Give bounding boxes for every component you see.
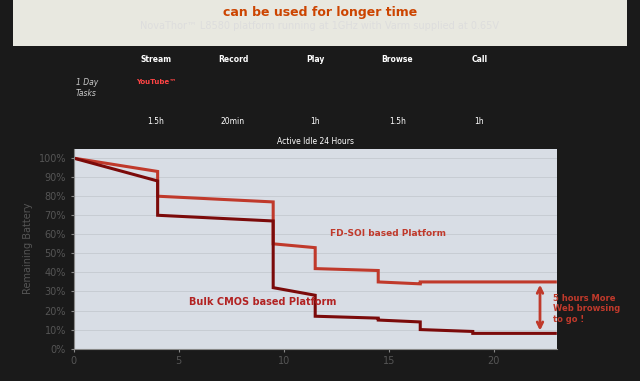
Text: Bulk CMOS based Platform: Bulk CMOS based Platform [189,297,337,307]
Text: Play: Play [306,55,324,64]
Text: 5 hours More
Web browsing
to go !: 5 hours More Web browsing to go ! [552,294,620,323]
Text: 20min: 20min [221,117,245,126]
Text: 1.5h: 1.5h [147,117,164,126]
Text: 1 Day
Tasks: 1 Day Tasks [76,78,99,98]
Text: 1h: 1h [310,117,320,126]
Text: NovaThor™ L8580 platform running at 1GHz with Varm supplied at 0.65V: NovaThor™ L8580 platform running at 1GHz… [141,21,499,31]
Text: Record: Record [218,55,248,64]
Text: 1h: 1h [475,117,484,126]
Text: Browse: Browse [381,55,413,64]
Text: Stream: Stream [140,55,172,64]
Text: YouTube™: YouTube™ [136,78,176,85]
Text: can be used for longer time: can be used for longer time [223,6,417,19]
Y-axis label: Remaining Battery: Remaining Battery [23,203,33,295]
Text: 1.5h: 1.5h [389,117,406,126]
Text: FD-SOI based Platform: FD-SOI based Platform [330,229,446,238]
Text: Call: Call [472,55,488,64]
Text: Active Idle 24 Hours: Active Idle 24 Hours [276,137,354,146]
